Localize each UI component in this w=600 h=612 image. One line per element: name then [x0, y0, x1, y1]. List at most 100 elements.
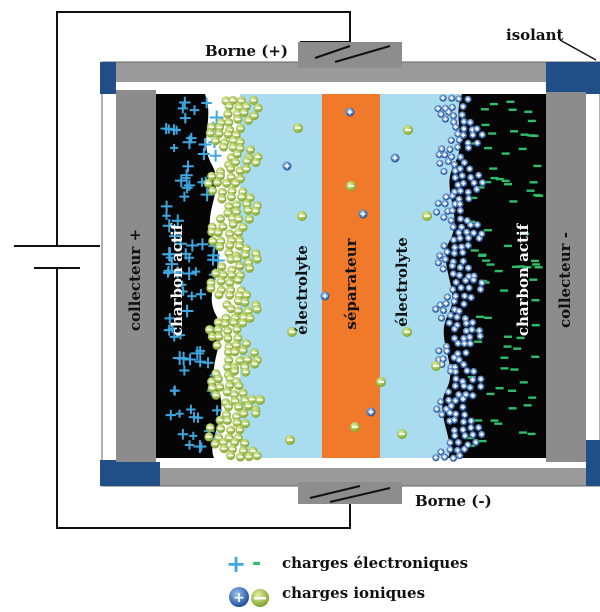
cation-sign [443, 201, 448, 206]
cation-sign [461, 104, 466, 109]
anion-sign [242, 301, 248, 304]
anion-sign [226, 121, 232, 124]
cation-sign [451, 225, 456, 230]
anion-sign [213, 394, 219, 397]
anion-sign [252, 210, 259, 212]
anion-sign [254, 258, 260, 260]
anion-sign [255, 107, 261, 109]
cation-sign [457, 273, 462, 278]
anion-sign [235, 300, 242, 302]
electronic-plus-charge [190, 346, 205, 361]
cation-sign [360, 211, 366, 217]
carbon-electrode-right [442, 94, 546, 458]
anion-sign [240, 349, 246, 352]
anion-sign [253, 161, 259, 164]
electronic-minus-charge [476, 186, 485, 189]
electronic-minus-charge [475, 315, 484, 319]
anion-sign [254, 204, 260, 207]
cation-sign [452, 327, 457, 332]
anion-sign [207, 132, 214, 135]
electronic-plus-charge [177, 103, 188, 114]
electronic-plus-charge [182, 174, 191, 183]
anion-sign [237, 274, 244, 277]
electronic-minus-charge [509, 200, 518, 203]
electronic-minus-charge [482, 259, 491, 262]
anion-sign [235, 118, 241, 121]
electronic-minus-charge [511, 265, 520, 269]
anion-sign [236, 239, 243, 242]
anion-sign [213, 372, 219, 375]
anion-sign [234, 421, 240, 424]
borne-plus-label: Borne (+) [205, 42, 288, 60]
anion-sign [224, 366, 231, 368]
cation-sign [468, 341, 473, 346]
anion-sign [233, 134, 239, 136]
anion-sign [227, 281, 233, 284]
cation-sign [451, 120, 456, 125]
cation-sign [444, 194, 449, 199]
anion-sign [226, 252, 232, 254]
anion-sign [231, 321, 237, 324]
anion-sign [233, 211, 240, 213]
anion-sign [230, 99, 236, 102]
electronic-minus-charge [489, 102, 498, 106]
anion-sign [228, 176, 234, 178]
cation-sign [470, 377, 475, 382]
cation-sign [456, 96, 461, 101]
cation-sign [439, 412, 444, 417]
cation-sign [347, 109, 353, 115]
anion-sign [212, 443, 218, 445]
anion-sign [232, 161, 239, 164]
cation-sign [441, 169, 446, 174]
cation-sign [446, 159, 451, 164]
anion-sign [224, 303, 230, 306]
anion-sign [238, 196, 245, 198]
electronic-plus-charge [172, 125, 181, 135]
anion-sign [238, 289, 244, 292]
anion-sign [295, 127, 301, 129]
anion-sign [240, 316, 247, 319]
anion-sign [246, 455, 252, 458]
anion-sign [229, 190, 235, 192]
electronic-plus-charge [163, 265, 174, 276]
cation-sign [461, 336, 466, 341]
anion-sign [253, 412, 259, 415]
anion-sign [242, 442, 248, 445]
cation-sign [441, 215, 446, 220]
cation-sign [392, 155, 398, 161]
cation-sign [471, 369, 476, 374]
electronic-plus-charge [170, 143, 179, 152]
anion-sign [214, 181, 221, 184]
anion-sign [236, 294, 242, 297]
cation-sign [467, 286, 472, 291]
anion-sign [243, 168, 250, 170]
cation-sign [467, 335, 472, 340]
cation-sign [461, 126, 466, 131]
anion-sign [404, 331, 410, 333]
electronic-minus-charge [500, 367, 509, 370]
anion-sign [228, 156, 235, 159]
anion-sign [237, 428, 243, 431]
anion-sign [243, 294, 250, 296]
cation-sign [476, 425, 481, 430]
cation-sign [368, 409, 374, 415]
cation-sign [322, 293, 328, 299]
cation-sign [464, 321, 469, 326]
cation-sign [462, 119, 466, 124]
electronic-plus-charge [175, 409, 184, 418]
electronic-minus-charge [516, 265, 525, 268]
cation-sign [445, 295, 450, 299]
anion-sign [222, 322, 228, 325]
isolant-pointer [559, 39, 597, 61]
electronic-minus-charge [488, 132, 497, 135]
anion-sign [244, 358, 251, 361]
cation-sign [438, 302, 443, 307]
anion-sign [216, 245, 223, 248]
cation-sign [433, 455, 438, 460]
cation-sign [479, 432, 484, 437]
anion-sign [234, 328, 240, 331]
electronic-minus-charge [483, 316, 492, 320]
cation-sign [466, 243, 471, 248]
anion-sign [253, 252, 259, 255]
cation-sign [457, 309, 462, 314]
